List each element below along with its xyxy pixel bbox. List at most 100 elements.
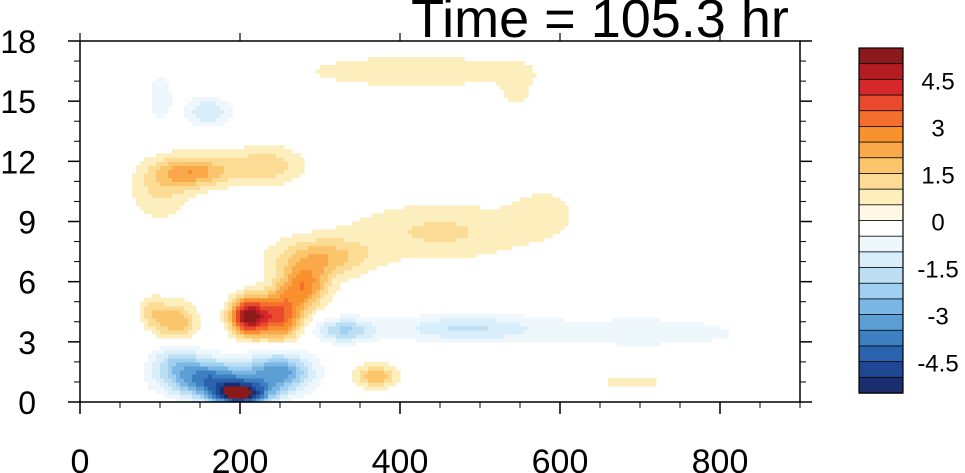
heatmap-cell bbox=[296, 257, 301, 263]
heatmap-cell bbox=[220, 353, 225, 359]
heatmap-cell bbox=[608, 321, 613, 327]
heatmap-cell bbox=[520, 225, 525, 231]
heatmap-cell bbox=[180, 345, 185, 351]
heatmap-cell bbox=[148, 369, 153, 375]
heatmap-cell bbox=[196, 393, 201, 399]
heatmap-cell bbox=[472, 245, 477, 251]
heatmap-cell bbox=[672, 325, 677, 331]
heatmap-cell bbox=[288, 321, 293, 327]
heatmap-cell bbox=[320, 365, 325, 371]
heatmap-cell bbox=[360, 377, 365, 383]
heatmap-cell bbox=[336, 317, 341, 323]
heatmap-cell bbox=[196, 357, 201, 363]
heatmap-cell bbox=[164, 377, 169, 383]
heatmap-cell bbox=[276, 313, 281, 319]
heatmap-cell bbox=[364, 385, 369, 391]
heatmap-cell bbox=[480, 313, 485, 319]
heatmap-cell bbox=[472, 205, 477, 211]
heatmap-cell bbox=[156, 349, 161, 355]
heatmap-cell bbox=[476, 317, 481, 323]
heatmap-cell bbox=[360, 249, 365, 255]
heatmap-cell bbox=[136, 185, 141, 191]
heatmap-cell bbox=[204, 385, 209, 391]
heatmap-cell bbox=[356, 241, 361, 247]
heatmap-cell bbox=[464, 241, 469, 247]
heatmap-cell bbox=[432, 217, 437, 223]
heatmap-cell bbox=[560, 201, 565, 207]
heatmap-cell bbox=[224, 369, 229, 375]
heatmap-cell bbox=[304, 357, 309, 363]
heatmap-cell bbox=[352, 373, 357, 379]
heatmap-cell bbox=[264, 181, 269, 186]
heatmap-cell bbox=[220, 153, 225, 158]
heatmap-cell bbox=[512, 93, 517, 98]
heatmap-cell bbox=[288, 153, 293, 158]
heatmap-cell bbox=[288, 253, 293, 259]
heatmap-cell bbox=[312, 301, 317, 307]
heatmap-cell bbox=[308, 389, 313, 395]
heatmap-cell bbox=[296, 157, 301, 162]
heatmap-cell bbox=[176, 173, 181, 178]
heatmap-cell bbox=[444, 337, 449, 343]
heatmap-cell bbox=[252, 349, 257, 355]
heatmap-cell bbox=[484, 65, 489, 70]
heatmap-cell bbox=[536, 221, 541, 227]
heatmap-cell bbox=[452, 57, 457, 62]
heatmap-cell bbox=[388, 253, 393, 259]
heatmap-cell bbox=[328, 261, 333, 267]
heatmap-cell bbox=[268, 397, 273, 403]
heatmap-cell bbox=[180, 357, 185, 363]
heatmap-cell bbox=[240, 397, 245, 403]
heatmap-cell bbox=[208, 397, 213, 403]
heatmap-cell bbox=[684, 337, 689, 343]
heatmap-cell bbox=[460, 249, 465, 255]
heatmap-cell bbox=[300, 393, 305, 399]
heatmap-cell bbox=[396, 229, 401, 235]
heatmap-cell bbox=[380, 81, 385, 86]
heatmap-cell bbox=[656, 329, 661, 335]
heatmap-cell bbox=[292, 157, 297, 162]
heatmap-cell bbox=[276, 269, 281, 275]
heatmap-cell bbox=[480, 317, 485, 323]
heatmap-cell bbox=[280, 289, 285, 295]
heatmap-cell bbox=[216, 109, 221, 114]
heatmap-cell bbox=[268, 281, 273, 287]
heatmap-cell bbox=[152, 313, 157, 319]
heatmap-cell bbox=[288, 161, 293, 166]
heatmap-cell bbox=[524, 213, 529, 219]
heatmap-cell bbox=[156, 305, 161, 311]
heatmap-cell bbox=[312, 253, 317, 259]
heatmap-cell bbox=[356, 77, 361, 82]
heatmap-cell bbox=[244, 317, 249, 323]
heatmap-cell bbox=[220, 397, 225, 403]
heatmap-cell bbox=[248, 357, 253, 363]
heatmap-cell bbox=[260, 361, 265, 367]
heatmap-cell bbox=[564, 321, 569, 327]
heatmap-cell bbox=[284, 285, 289, 291]
heatmap-cell bbox=[244, 333, 249, 339]
heatmap-cell bbox=[264, 373, 269, 379]
heatmap-cell bbox=[208, 377, 213, 383]
heatmap-cell bbox=[432, 249, 437, 255]
heatmap-cell bbox=[584, 325, 589, 331]
heatmap-cell bbox=[288, 169, 293, 174]
heatmap-cell bbox=[300, 321, 305, 327]
heatmap-cell bbox=[256, 393, 261, 399]
x-tick-label: 600 bbox=[532, 443, 589, 473]
heatmap-cell bbox=[348, 313, 353, 319]
heatmap-cell bbox=[348, 73, 353, 78]
heatmap-cell bbox=[272, 369, 277, 375]
heatmap-cell bbox=[332, 265, 337, 271]
heatmap-cell bbox=[280, 309, 285, 315]
heatmap-cell bbox=[268, 365, 273, 371]
heatmap-cell bbox=[352, 265, 357, 271]
heatmap-cell bbox=[192, 369, 197, 375]
heatmap-cell bbox=[208, 173, 213, 178]
heatmap-cell bbox=[168, 177, 173, 182]
heatmap-cell bbox=[172, 317, 177, 323]
heatmap-cell bbox=[200, 165, 205, 170]
heatmap-cell bbox=[496, 233, 501, 239]
heatmap-cell bbox=[520, 237, 525, 243]
heatmap-cell bbox=[592, 337, 597, 343]
heatmap-cell bbox=[296, 321, 301, 327]
